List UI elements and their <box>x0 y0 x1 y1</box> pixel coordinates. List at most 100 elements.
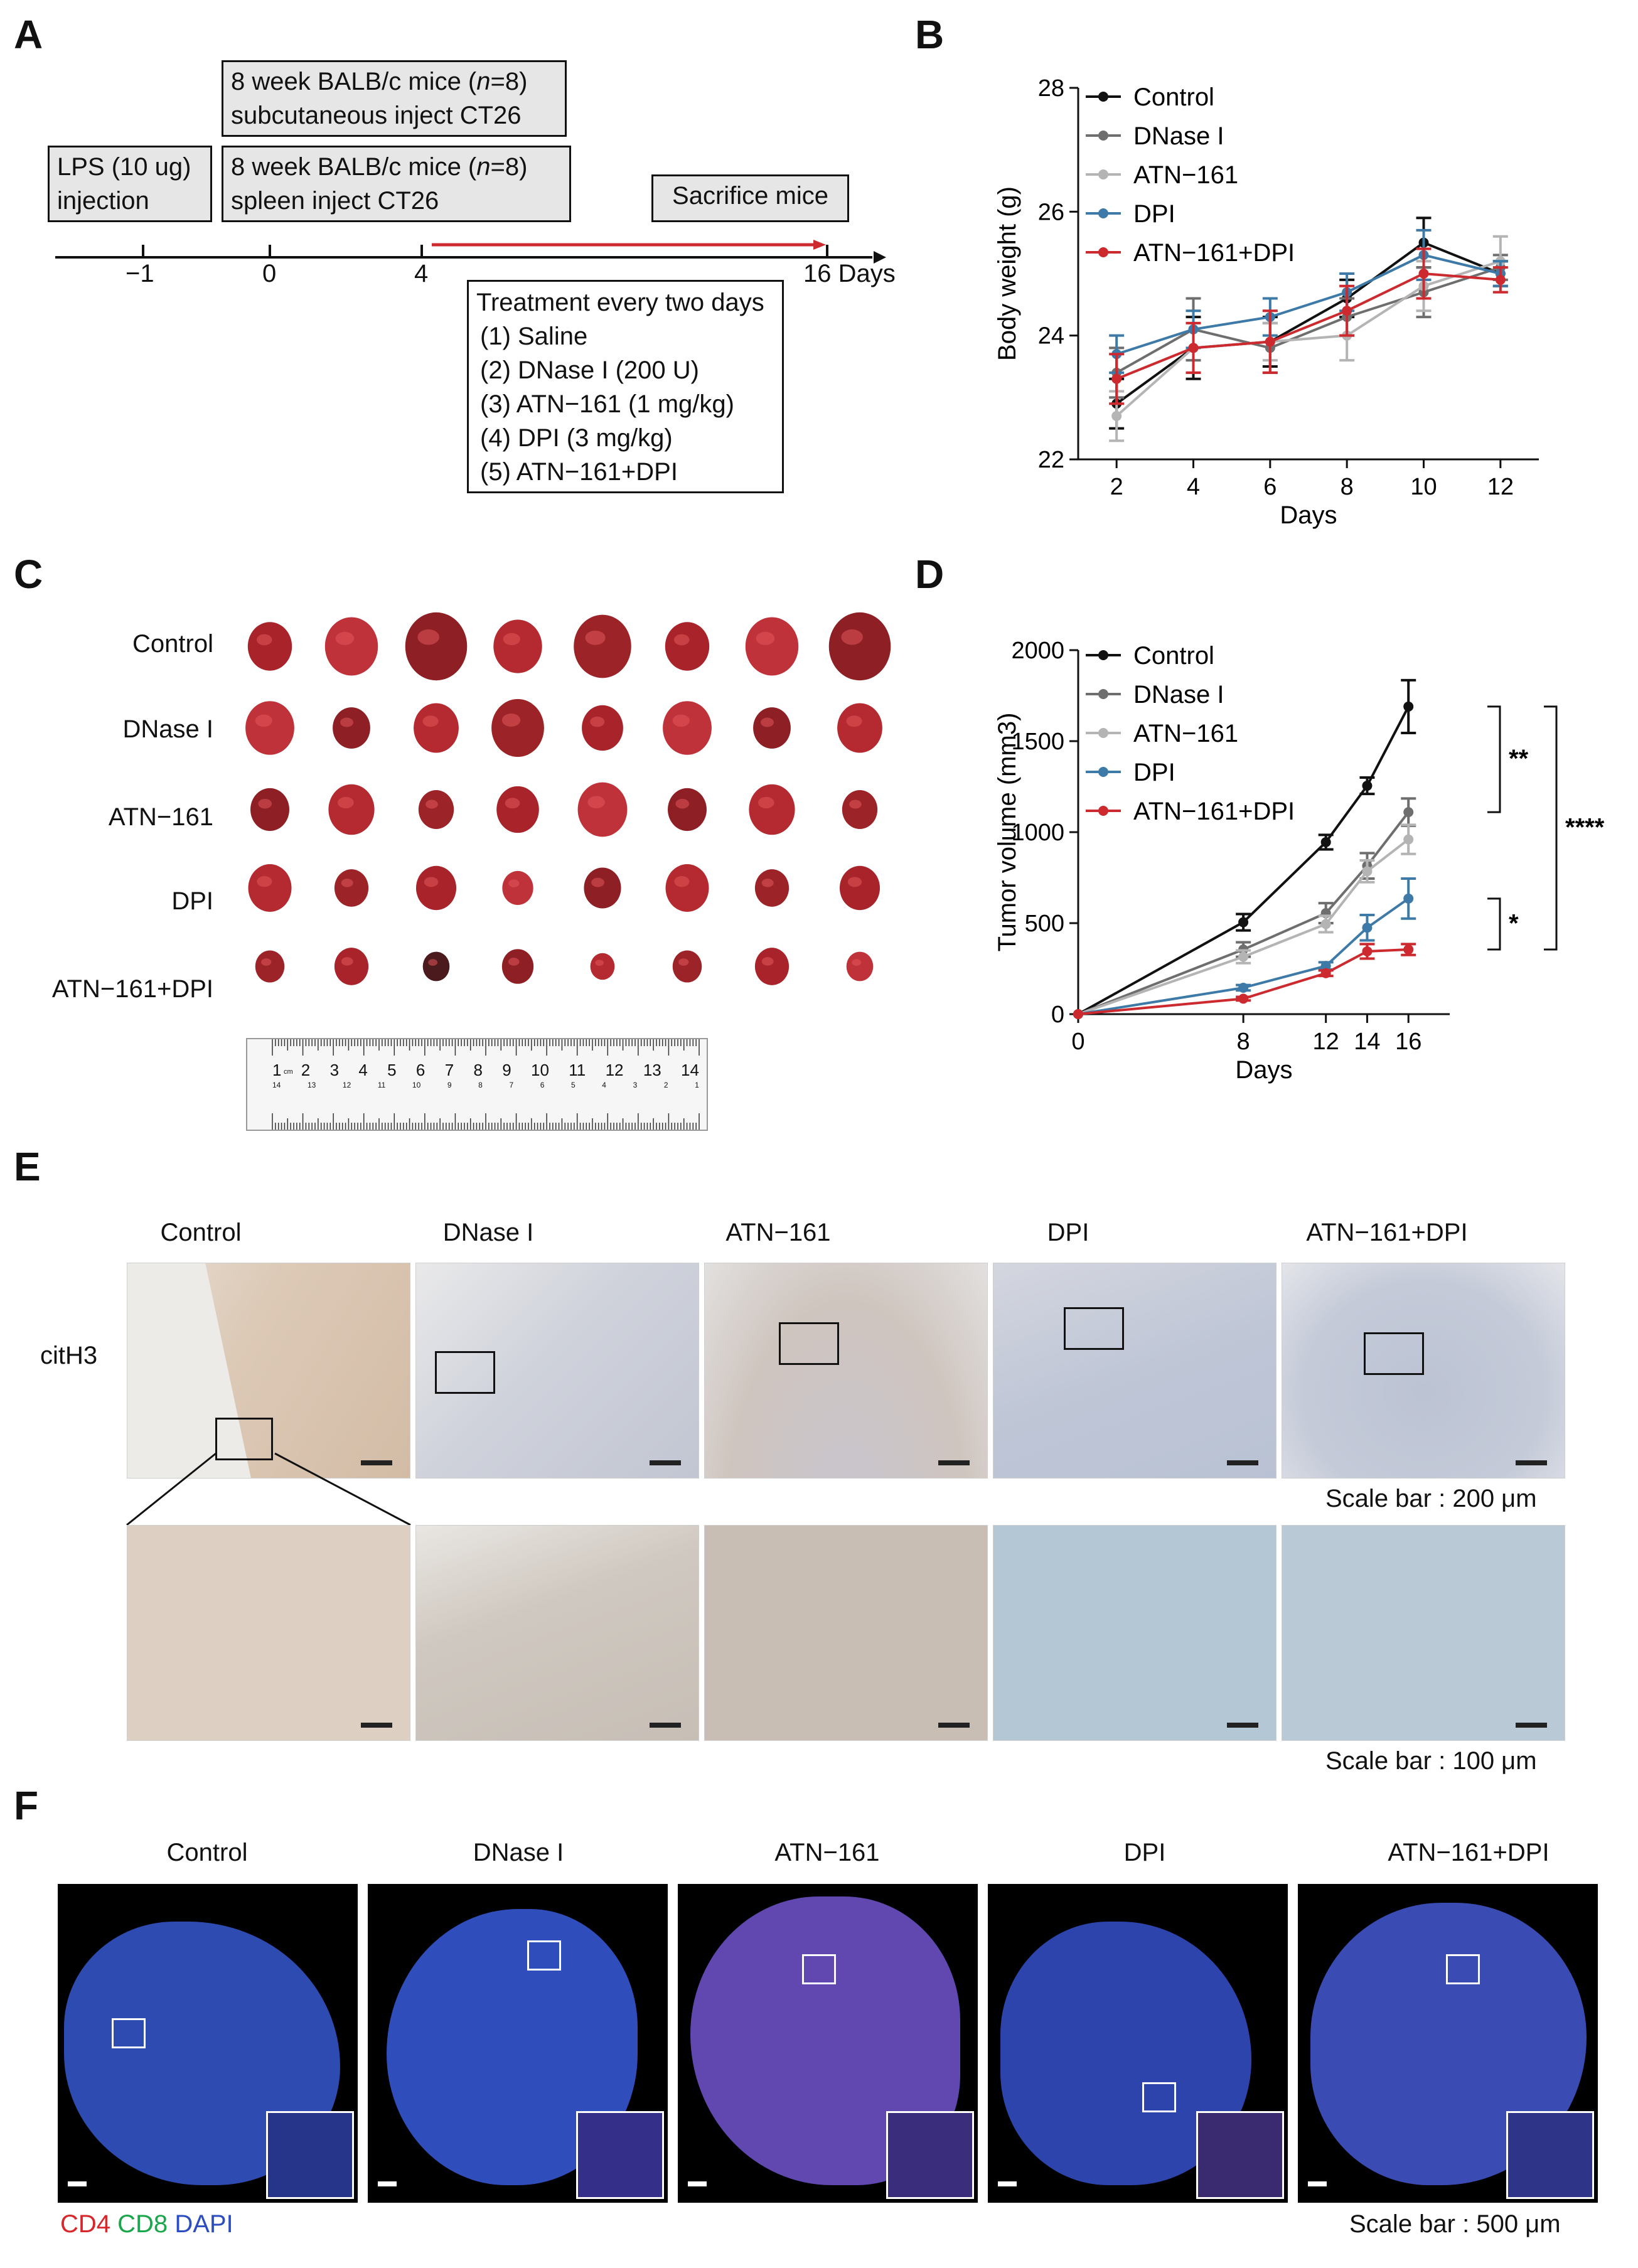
data-point <box>1238 993 1249 1004</box>
bracket-line <box>1544 705 1558 951</box>
x-tick-label: 0 <box>1071 1029 1084 1055</box>
treatment-item: (1) Saline <box>480 323 588 350</box>
tumor-highlight <box>675 798 690 809</box>
spleen-line2: spleen inject CT26 <box>231 187 439 215</box>
legend-cd4: CD4 <box>60 2210 111 2238</box>
legend-label: Control <box>1133 83 1214 111</box>
tumor-highlight <box>508 879 520 887</box>
data-point <box>1403 944 1414 955</box>
tick-label-0: 0 <box>262 260 277 287</box>
ruler-numbers: 1 2 3 4 5 6 7 8 9 10 11 12 13 14 <box>272 1061 699 1080</box>
f-col-combo: ATN−161+DPI <box>1388 1839 1550 1866</box>
tumor-highlight <box>678 958 689 966</box>
tumor-highlight <box>841 629 863 645</box>
tumor-highlight <box>758 796 774 809</box>
ruler-number: 8 <box>473 1061 483 1079</box>
y-tick-label: 26 <box>1038 199 1064 225</box>
e-col-dpi: DPI <box>1047 1219 1089 1246</box>
zoom-box <box>435 1351 495 1394</box>
data-point <box>1320 961 1331 971</box>
tumor-highlight <box>590 716 605 727</box>
y-tick-label: 22 <box>1038 447 1064 473</box>
zoom-box <box>779 1322 839 1365</box>
x-tick-label: 8 <box>1341 474 1354 500</box>
series-atn-161 <box>1109 235 1508 442</box>
legend-item: DNase I <box>1086 681 1224 709</box>
zoom-box <box>1364 1332 1424 1375</box>
spleen-n: n <box>476 153 491 181</box>
if-combo <box>1298 1884 1598 2203</box>
legend-label: DNase I <box>1133 681 1224 709</box>
tumor-highlight <box>508 958 520 966</box>
e-col-combo: ATN−161+DPI <box>1306 1219 1468 1246</box>
legend-item: DNase I <box>1086 122 1224 150</box>
tumor-highlight <box>257 876 272 887</box>
tumor-highlight <box>501 713 521 727</box>
tumor <box>334 869 369 907</box>
f-col-control: Control <box>166 1839 248 1866</box>
series-line <box>1115 241 1501 405</box>
bracket-line <box>1487 897 1501 951</box>
legend-marker <box>1098 806 1108 816</box>
x-axis-label: Days <box>1280 501 1337 529</box>
legend-item: Control <box>1086 83 1214 111</box>
legend-dapi: DAPI <box>174 2210 233 2238</box>
e-col-dnase: DNase I <box>442 1219 534 1246</box>
panel-label-e: E <box>14 1144 41 1189</box>
tumor <box>493 619 542 673</box>
timeline <box>55 240 886 264</box>
tumor <box>753 707 791 749</box>
tumor-photographs <box>245 612 891 985</box>
timeline-arrowhead <box>874 251 886 264</box>
scale-bar <box>1227 1460 1258 1465</box>
ruler-ticks <box>272 1039 700 1130</box>
legend-marker <box>1098 689 1108 699</box>
data-point <box>1111 373 1122 384</box>
legend-marker <box>1098 131 1108 141</box>
series-atn-161-dpi <box>1109 247 1508 405</box>
scale-bar <box>68 2181 87 2186</box>
tumor-highlight <box>258 798 272 809</box>
tumor-highlight <box>674 876 690 887</box>
series-line <box>1116 272 1501 380</box>
data-point <box>1403 893 1414 904</box>
tumor <box>839 865 881 911</box>
tumor-highlight <box>595 960 604 966</box>
bracket-control-vs-dnase: ** <box>1487 705 1529 813</box>
tumor-highlight <box>255 714 272 727</box>
tumor <box>255 950 285 983</box>
tumor-highlight <box>428 959 438 966</box>
zoom-box <box>1064 1307 1124 1350</box>
y-tick-label: 2000 <box>1011 638 1064 664</box>
ruler-number: 13 <box>643 1061 661 1079</box>
f-col-atn: ATN−161 <box>774 1839 880 1866</box>
e-col-control: Control <box>160 1219 242 1246</box>
tumor <box>582 705 623 751</box>
ruler-number: 6 <box>415 1061 426 1079</box>
tumor-highlight <box>424 877 439 887</box>
tumor <box>754 869 790 907</box>
tumor <box>846 951 874 982</box>
lps-box: LPS (10 ug) injection <box>48 146 212 222</box>
scale-bar <box>378 2181 397 2186</box>
tumor-volume-chart: 0 500 1000 1500 2000 0 8 12 14 16 Days Tumor volume… <box>993 638 1605 1084</box>
ruler-rev: 14 <box>272 1081 281 1089</box>
tumor <box>496 786 539 833</box>
x-axis-label: Days <box>1235 1056 1292 1084</box>
spleen-line1-post: =8) <box>490 153 528 181</box>
ruler-rev: 12 <box>342 1081 351 1089</box>
citH3-control-high <box>127 1525 410 1741</box>
tumor-highlight <box>422 715 439 727</box>
tumor-highlight <box>256 634 272 646</box>
ruler: 1 2 3 4 5 6 7 8 9 10 11 12 13 14 cm 14 1… <box>246 1038 708 1131</box>
data-point <box>1320 919 1331 929</box>
ruler-rev: 10 <box>412 1081 421 1089</box>
tumor <box>754 948 790 985</box>
treatment-item: (3) ATN−161 (1 mg/kg) <box>480 390 734 418</box>
tumor <box>590 953 615 980</box>
tumor <box>584 867 621 909</box>
ruler-rev: 8 <box>478 1081 483 1089</box>
zoom-box <box>527 1940 561 1971</box>
tumor <box>668 788 707 832</box>
